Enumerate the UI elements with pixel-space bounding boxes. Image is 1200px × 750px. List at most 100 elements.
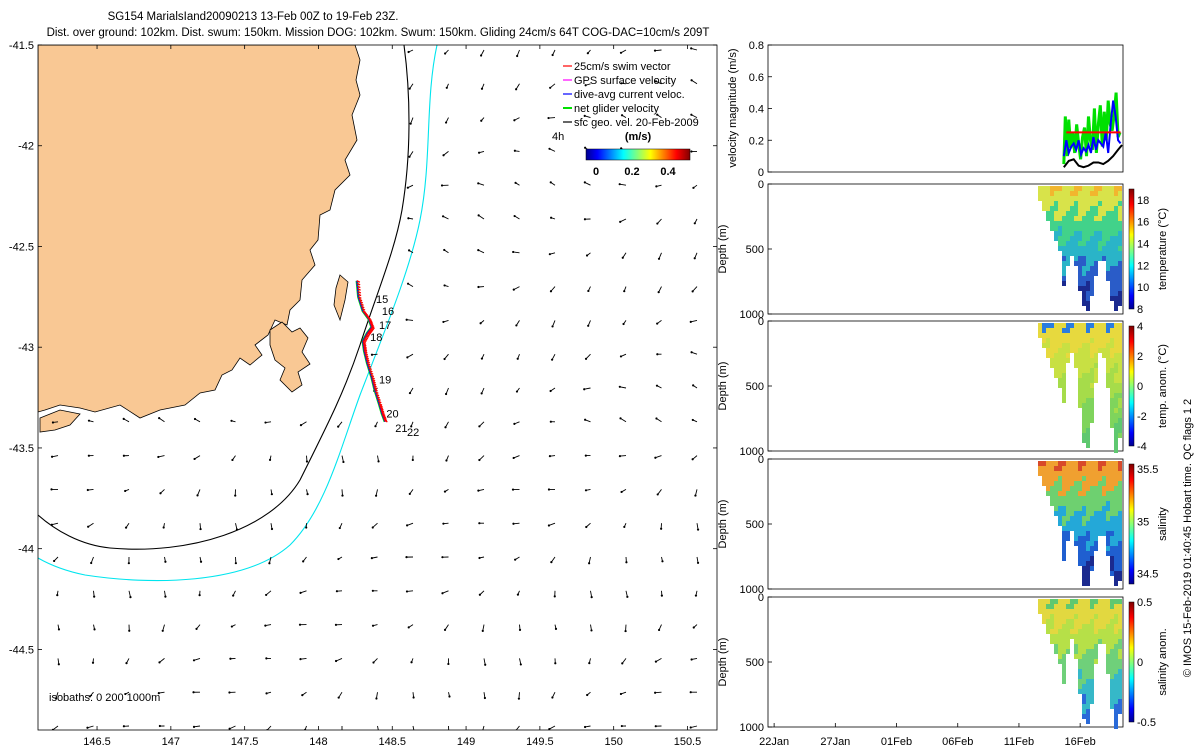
section-cell [1114,216,1118,221]
surface-velocity-vector-head [660,594,663,597]
section-cell [1090,669,1094,674]
section-cell [1102,516,1106,521]
section-cell [1086,296,1090,301]
section-cell [1106,216,1110,221]
section-cell [1078,368,1082,373]
surface-velocity-vector-head [690,658,693,661]
section-cell [1114,709,1118,714]
section-cell [1106,506,1110,511]
surface-velocity-vector-head [584,84,587,87]
section-cell [1094,496,1098,501]
section-cell [1106,383,1110,388]
section-colorbar [1128,601,1135,723]
section-cell [1074,629,1078,634]
section-cell [1086,413,1090,418]
section-cell [1090,328,1094,333]
surface-velocity-vector-head [193,417,197,421]
section-cell [1078,486,1082,491]
section-cell [1074,624,1078,629]
section-cell [1066,501,1070,506]
section-cell [1114,491,1118,496]
track-day-label: 21 [395,423,407,435]
section-cell [1110,476,1114,481]
surface-velocity-vector-head [583,725,587,729]
section-colorbar-tick: 2 [1137,351,1143,363]
section-cell [1058,206,1062,211]
surface-velocity-vector-head [444,426,447,429]
section-cell [1082,614,1086,619]
section-cell [1094,541,1098,546]
map-xtick-label: 147 [162,736,180,748]
section-cell [1066,634,1070,639]
section-cell [1078,251,1082,256]
section-cell [1042,338,1046,343]
section-cell [1098,516,1102,521]
section-cell [1046,333,1050,338]
section-cell [1118,301,1122,306]
surface-velocity-vector-head [654,691,657,694]
section-cell [1094,226,1098,231]
section-cell [1046,343,1050,348]
section-cell [1062,373,1066,378]
section-cell [1054,226,1058,231]
section-cell [1114,546,1118,551]
section-cell [1058,659,1062,664]
section-colorbar-tick: 34.5 [1137,569,1158,581]
section-cell [1094,501,1098,506]
section-cell [1066,231,1070,236]
section-cell [1090,256,1094,261]
section-cell [1118,266,1122,271]
section-cell [1062,531,1066,536]
surface-velocity-vector-head [478,522,481,525]
section-cell [1114,699,1118,704]
swim-vector [363,348,368,352]
swim-vector [373,386,378,390]
section-cell [1114,343,1118,348]
section-cell [1082,491,1086,496]
surface-velocity-vector-head [408,492,411,496]
surface-velocity-vector-head [270,527,274,531]
section-cell [1086,408,1090,413]
section-cell [1074,619,1078,624]
swim-vector [369,369,373,373]
section-cell [1082,619,1086,624]
swim-vector [377,400,382,404]
section-cell [1090,536,1094,541]
section-cell [1090,343,1094,348]
section-cell [1106,526,1110,531]
surface-velocity-vector-head [513,119,516,122]
section-cell [1118,428,1122,433]
section-cell [1114,496,1118,501]
surface-velocity-vector-head [693,257,696,260]
section-cell [1086,506,1090,511]
section-cell [1102,476,1106,481]
section-cell [1114,191,1118,196]
section-cell [1090,418,1094,423]
surface-velocity-vector-head [480,357,484,360]
surface-velocity-vector-head [162,526,165,529]
freycinet-peninsula [333,274,349,322]
surface-velocity-vector-head [626,595,629,598]
surface-velocity-vector-head [338,526,341,530]
date-xtick-label: 16Feb [1065,736,1096,748]
section-cell [1102,256,1106,261]
surface-velocity-vector-head [378,731,380,733]
section-cell [1090,674,1094,679]
section-cell [1118,649,1122,654]
section-cell [1050,471,1054,476]
section-cell [1062,674,1066,679]
section-cell [1070,521,1074,526]
surface-velocity-vector-head [91,661,95,664]
surface-velocity-vector-head [50,455,54,458]
section-cell [1046,323,1050,328]
section-cell [1094,471,1098,476]
section-cell [1086,486,1090,491]
section-cell [1082,388,1086,393]
credit-text: © IMOS 15-Feb-2019 01:40:45 Hobart time.… [1182,399,1194,677]
section-cell [1094,271,1098,276]
section-cell [1058,501,1062,506]
section-cell [1110,266,1114,271]
section-cell [1090,281,1094,286]
surface-velocity-vector-head [337,557,340,561]
section-cell [1102,491,1106,496]
